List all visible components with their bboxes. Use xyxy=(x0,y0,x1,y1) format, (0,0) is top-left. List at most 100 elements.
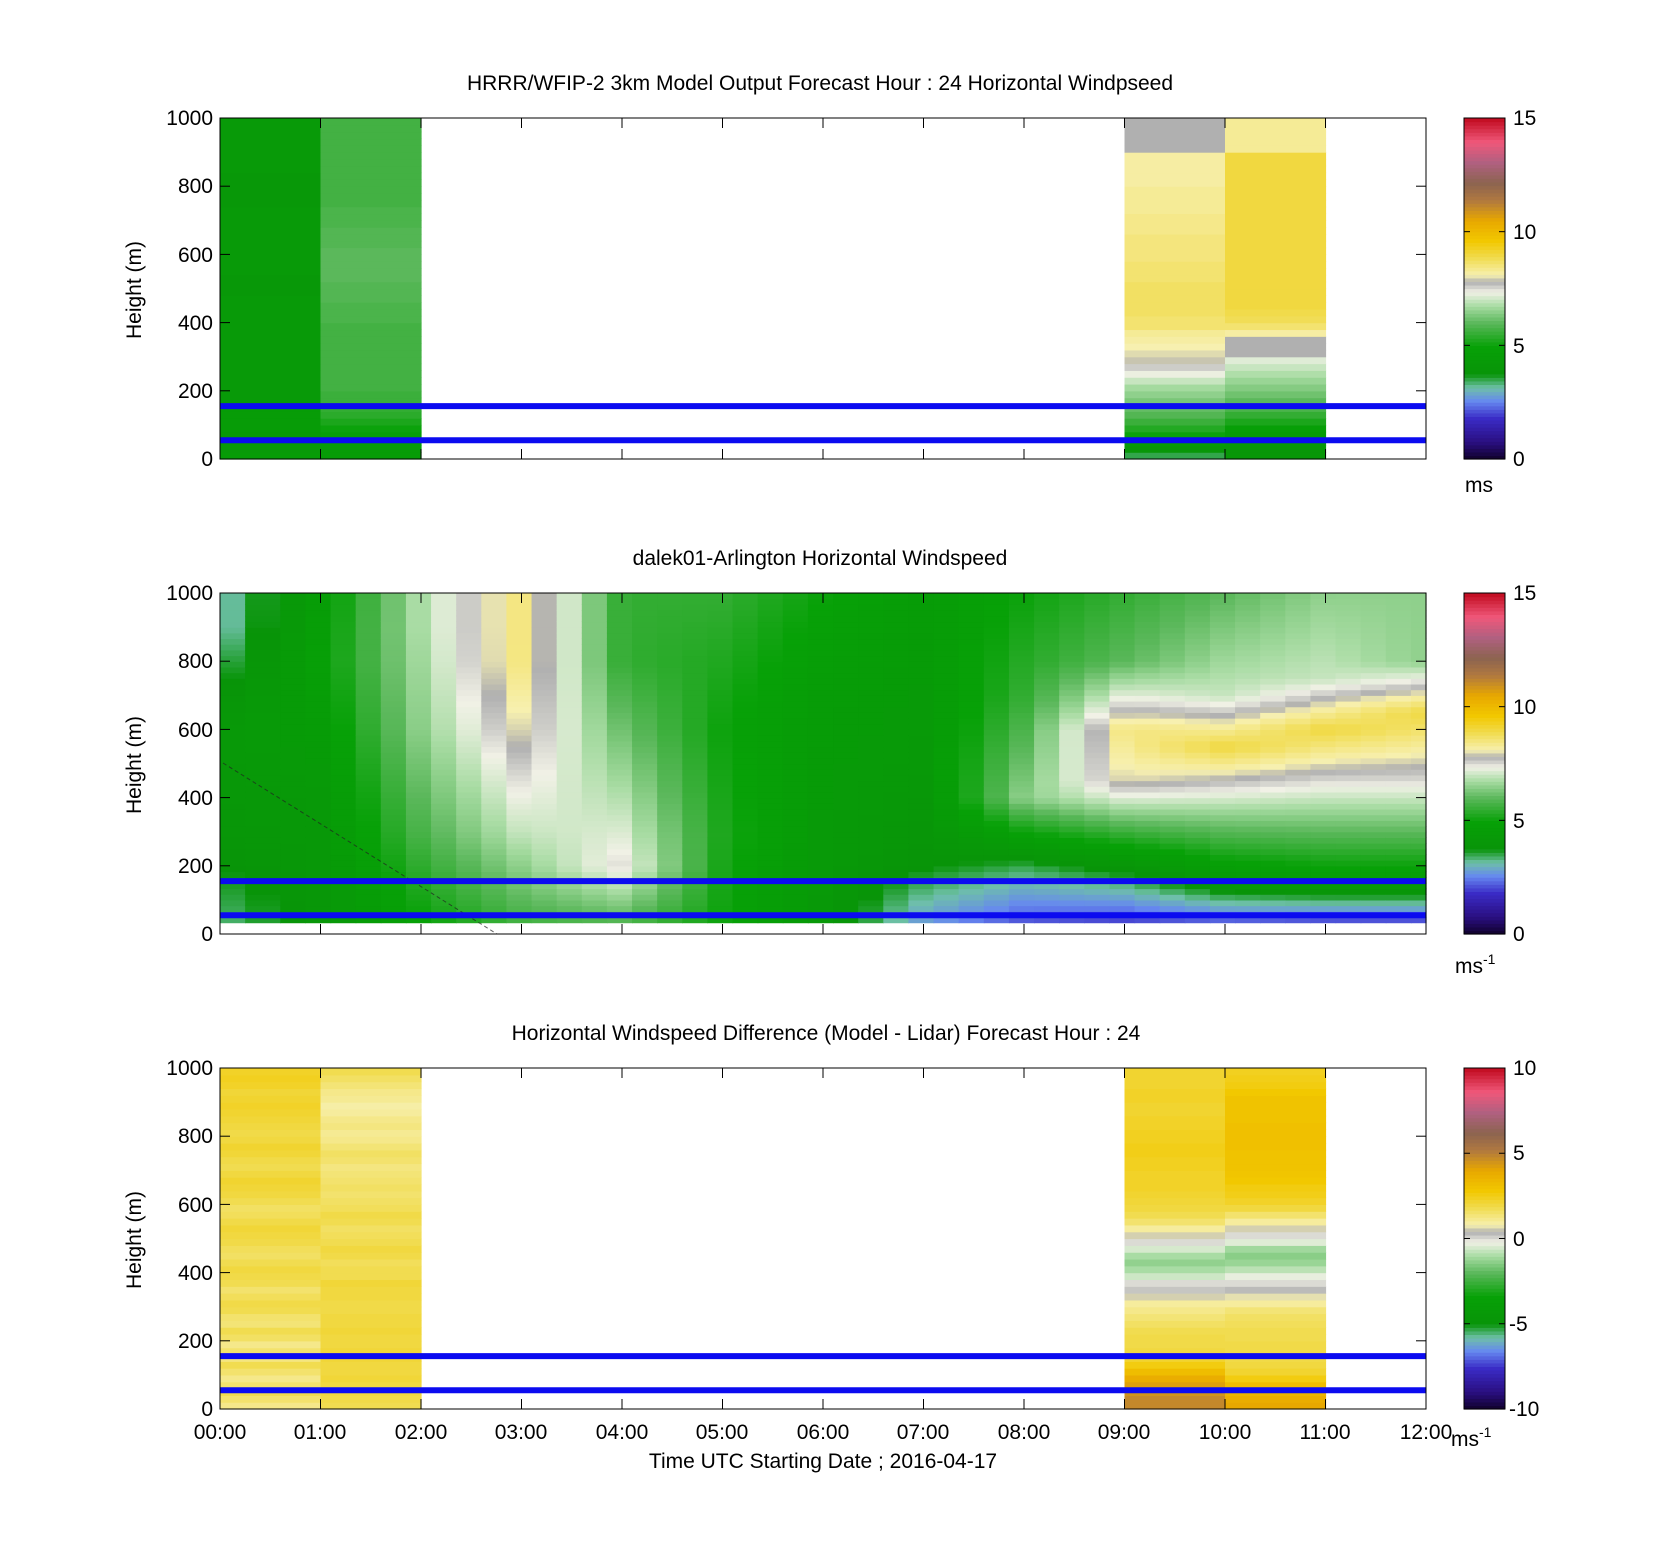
heatmap-cell-col0-bin21 xyxy=(220,308,322,317)
heatmap-cell-profile26-bin32 xyxy=(883,746,910,753)
heatmap-cell-profile12-bin16 xyxy=(531,837,558,844)
heatmap-cell-profile26-bin8 xyxy=(883,882,910,890)
heatmap-cell-profile34-bin44 xyxy=(1084,678,1111,685)
heatmap-cell-profile25-bin55 xyxy=(858,615,884,623)
heatmap-cell-profile20-bin26 xyxy=(732,780,759,787)
heatmap-cell-profile32-bin16 xyxy=(1034,837,1060,844)
heatmap-cell-profile42-bin55 xyxy=(1285,615,1312,623)
heatmap-cell-profile42-bin8 xyxy=(1285,882,1312,890)
heatmap-cell-profile9-bin53 xyxy=(456,627,482,634)
heatmap-cell-profile5-bin21 xyxy=(355,808,382,816)
colorbar-step xyxy=(1464,1192,1505,1197)
heatmap-cell-profile19-bin24 xyxy=(707,791,734,799)
heatmap-cell-profile25-bin29 xyxy=(858,763,884,770)
heatmap-cell-profile26-bin29 xyxy=(883,763,910,770)
heatmap-cell-profile47-bin34 xyxy=(1410,735,1427,742)
heatmap-cell-profile34-bin21 xyxy=(1084,808,1111,816)
heatmap-cell-profile38-bin34 xyxy=(1184,735,1211,742)
heatmap-cell-profile47-bin40 xyxy=(1410,700,1427,708)
heatmap-cell-profile45-bin8 xyxy=(1360,882,1387,890)
heatmap-cell-profile27-bin26 xyxy=(908,780,935,787)
heatmap-cell-profile7-bin22 xyxy=(405,803,432,810)
heatmap-cell-profile3-bin49 xyxy=(305,649,332,657)
heatmap-cell-profile1-bin40 xyxy=(245,700,281,708)
colorbar-step xyxy=(1464,1128,1505,1133)
heatmap-cell-profile13-bin34 xyxy=(556,735,583,742)
colorbar-step xyxy=(1464,430,1505,435)
heatmap-cell-col3-bin24 xyxy=(1225,1238,1327,1246)
heatmap-cell-profile16-bin41 xyxy=(632,695,658,702)
heatmap-cell-profile37-bin28 xyxy=(1159,769,1186,776)
heatmap-cell-profile31-bin38 xyxy=(1008,712,1035,719)
heatmap-cell-profile18-bin5 xyxy=(682,899,709,907)
heatmap-cell-profile45-bin28 xyxy=(1360,769,1387,776)
heatmap-cell-col0-bin30 xyxy=(220,247,322,255)
heatmap-cell-profile9-bin10 xyxy=(456,871,482,878)
colorbar-step xyxy=(1464,217,1505,222)
heatmap-cell-profile27-bin18 xyxy=(908,826,935,833)
heatmap-cell-profile40-bin47 xyxy=(1235,661,1261,668)
heatmap-cell-profile20-bin18 xyxy=(732,826,759,833)
heatmap-cell-profile41-bin16 xyxy=(1260,837,1286,844)
colorbar-step xyxy=(1464,909,1505,914)
heatmap-cell-profile24-bin40 xyxy=(833,700,859,708)
heatmap-cell-profile1-bin36 xyxy=(245,723,281,730)
heatmap-cell-profile21-bin34 xyxy=(757,735,784,742)
heatmap-cell-profile35-bin24 xyxy=(1109,791,1136,799)
heatmap-cell-profile11-bin13 xyxy=(506,854,533,861)
heatmap-cell-profile32-bin48 xyxy=(1034,655,1060,662)
heatmap-cell-profile27-bin25 xyxy=(908,786,935,793)
heatmap-cell-profile43-bin33 xyxy=(1310,740,1337,748)
heatmap-cell-profile8-bin11 xyxy=(431,865,457,873)
heatmap-cell-profile36-bin34 xyxy=(1134,735,1161,742)
heatmap-cell-profile35-bin22 xyxy=(1109,803,1136,810)
colorbar-step xyxy=(1464,656,1505,662)
heatmap-cell-profile5-bin17 xyxy=(355,831,382,838)
colorbar-step xyxy=(1464,1373,1505,1378)
heatmap-cell-profile12-bin35 xyxy=(531,729,558,736)
heatmap-cell-profile38-bin10 xyxy=(1184,871,1211,878)
heatmap-cell-profile37-bin33 xyxy=(1159,740,1186,748)
heatmap-cell-col3-bin27 xyxy=(1225,1218,1327,1226)
heatmap-cell-profile24-bin10 xyxy=(833,871,859,878)
panel-2-colorbar xyxy=(1464,592,1505,935)
heatmap-cell-profile40-bin21 xyxy=(1235,808,1261,816)
heatmap-cell-profile33-bin5 xyxy=(1059,899,1085,907)
heatmap-cell-profile11-bin10 xyxy=(506,871,533,878)
heatmap-cell-profile24-bin33 xyxy=(833,740,859,748)
heatmap-cell-profile41-bin46 xyxy=(1260,666,1286,674)
heatmap-cell-profile20-bin22 xyxy=(732,803,759,810)
heatmap-cell-profile3-bin45 xyxy=(305,672,332,679)
heatmap-cell-profile10-bin24 xyxy=(481,791,508,799)
heatmap-cell-profile21-bin54 xyxy=(757,621,784,628)
heatmap-cell-profile25-bin46 xyxy=(858,666,884,674)
heatmap-cell-profile46-bin52 xyxy=(1385,632,1412,640)
heatmap-cell-profile3-bin18 xyxy=(305,826,332,833)
heatmap-cell-col1-bin1 xyxy=(320,445,422,453)
heatmap-cell-profile26-bin16 xyxy=(883,837,910,844)
heatmap-cell-profile42-bin13 xyxy=(1285,854,1312,861)
heatmap-cell-profile17-bin43 xyxy=(657,683,683,691)
heatmap-cell-profile30-bin40 xyxy=(983,700,1010,708)
heatmap-cell-profile17-bin24 xyxy=(657,791,683,799)
heatmap-cell-profile14-bin55 xyxy=(581,615,608,623)
heatmap-cell-profile0-bin31 xyxy=(220,752,246,759)
heatmap-cell-profile22-bin34 xyxy=(782,735,809,742)
heatmap-cell-profile46-bin43 xyxy=(1385,683,1412,691)
heatmap-cell-profile22-bin36 xyxy=(782,723,809,730)
heatmap-cell-col3-bin35 xyxy=(1225,213,1327,221)
heatmap-cell-profile39-bin26 xyxy=(1209,780,1236,787)
heatmap-cell-profile2-bin25 xyxy=(280,786,307,793)
heatmap-cell-profile41-bin15 xyxy=(1260,843,1286,850)
heatmap-cell-profile24-bin50 xyxy=(833,644,859,651)
heatmap-cell-profile39-bin8 xyxy=(1209,882,1236,890)
colorbar-step xyxy=(1464,799,1505,804)
heatmap-cell-profile29-bin57 xyxy=(958,604,985,611)
heatmap-cell-profile28-bin26 xyxy=(933,780,960,787)
heatmap-cell-profile25-bin34 xyxy=(858,735,884,742)
heatmap-cell-profile4-bin21 xyxy=(330,808,357,816)
heatmap-cell-col3-bin16 xyxy=(1225,1293,1327,1301)
heatmap-cell-profile7-bin20 xyxy=(405,814,432,821)
heatmap-cell-profile39-bin48 xyxy=(1209,655,1236,662)
heatmap-cell-profile1-bin25 xyxy=(245,786,281,793)
